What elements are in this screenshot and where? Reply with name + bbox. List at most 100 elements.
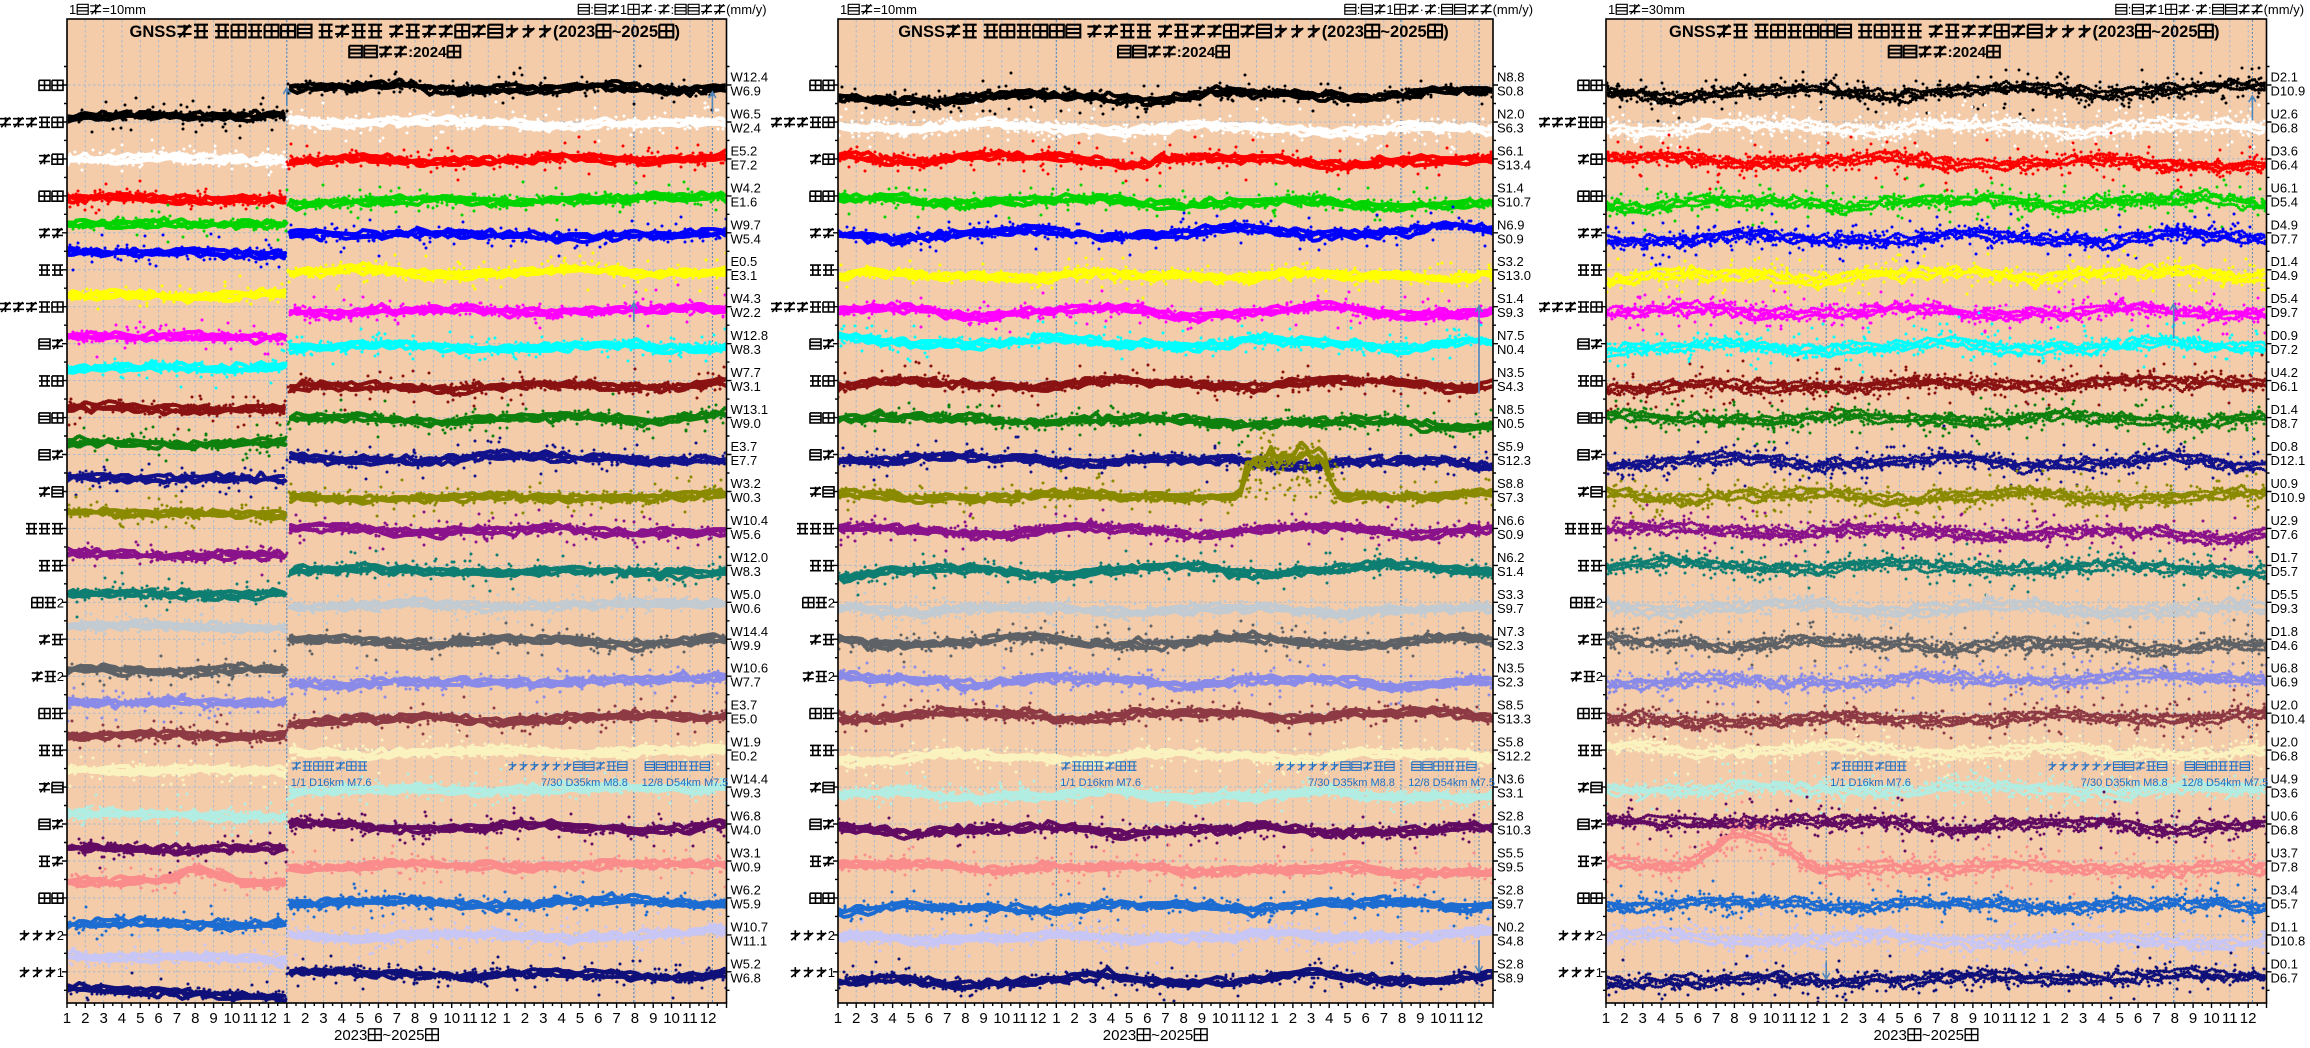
svg-text:D6.8: D6.8 (2271, 120, 2298, 135)
svg-text:11: 11 (1231, 1010, 1247, 1027)
svg-text:D1.4: D1.4 (2271, 402, 2298, 417)
svg-text:GNSS: GNSS (130, 23, 177, 41)
svg-text:U6.1: U6.1 (2271, 180, 2298, 195)
svg-text:7: 7 (2152, 1010, 2160, 1027)
svg-text:W10.6: W10.6 (731, 661, 769, 676)
svg-text:5: 5 (1675, 1010, 1683, 1027)
svg-text:7: 7 (1932, 1010, 1940, 1027)
svg-text::: : (671, 2, 675, 17)
svg-text:4: 4 (888, 1010, 896, 1027)
svg-text:N7.3: N7.3 (1497, 624, 1524, 639)
svg-text:2: 2 (1840, 1010, 1848, 1027)
svg-text:2: 2 (1070, 1010, 1078, 1027)
svg-text:2023: 2023 (1103, 1027, 1136, 1043)
svg-text:S8.8: S8.8 (1497, 476, 1524, 491)
svg-text:W5.6: W5.6 (731, 527, 761, 542)
svg-text:S13.0: S13.0 (1497, 268, 1531, 283)
svg-text:6: 6 (1694, 1010, 1702, 1027)
svg-text:W5.9: W5.9 (731, 896, 761, 911)
svg-text:D9.3: D9.3 (2271, 601, 2298, 616)
svg-text:S12.2: S12.2 (1497, 749, 1531, 764)
svg-text:7: 7 (173, 1010, 181, 1027)
svg-text:W3.2: W3.2 (731, 476, 761, 491)
svg-text:2: 2 (2061, 1010, 2069, 1027)
svg-text:2: 2 (1596, 595, 1603, 610)
svg-text:W4.3: W4.3 (731, 291, 761, 306)
svg-text:2023: 2023 (1874, 1027, 1907, 1043)
svg-text:9: 9 (209, 1010, 217, 1027)
svg-text:D6.4: D6.4 (2271, 157, 2298, 172)
svg-text:7: 7 (1161, 1010, 1169, 1027)
svg-text:1: 1 (1602, 1010, 1610, 1027)
svg-text:2: 2 (1596, 669, 1603, 684)
svg-text:=30mm: =30mm (1641, 2, 1685, 17)
svg-text:S4.8: S4.8 (1497, 933, 1524, 948)
svg-text:S13.3: S13.3 (1497, 712, 1531, 727)
svg-text:D8.7: D8.7 (2271, 416, 2298, 431)
svg-text:2: 2 (57, 595, 64, 610)
svg-text:S6.1: S6.1 (1497, 143, 1524, 158)
svg-text:U6.8: U6.8 (2271, 661, 2298, 676)
svg-text:S4.3: S4.3 (1497, 379, 1524, 394)
svg-text:N8.5: N8.5 (1497, 402, 1524, 417)
svg-text:10: 10 (443, 1010, 460, 1027)
svg-text:D6.8: D6.8 (2271, 823, 2298, 838)
svg-text:1: 1 (1052, 1010, 1060, 1027)
svg-text:N0.4: N0.4 (1497, 342, 1524, 357)
svg-text:W6.9: W6.9 (731, 84, 761, 99)
svg-text:4: 4 (1877, 1010, 1885, 1027)
svg-text:S5.8: S5.8 (1497, 735, 1524, 750)
svg-text:9: 9 (2189, 1010, 2197, 1027)
svg-text:2: 2 (1620, 1010, 1628, 1027)
svg-text:GNSS: GNSS (898, 23, 945, 41)
svg-text:10: 10 (2203, 1010, 2220, 1027)
svg-text:2: 2 (81, 1010, 89, 1027)
svg-text:S2.8: S2.8 (1497, 809, 1524, 824)
svg-text:S0.9: S0.9 (1497, 527, 1524, 542)
svg-text:E3.7: E3.7 (731, 439, 758, 454)
svg-text:S9.5: S9.5 (1497, 860, 1524, 875)
svg-text:D12.1: D12.1 (2271, 453, 2306, 468)
svg-text:12: 12 (2020, 1010, 2037, 1027)
svg-text:8: 8 (411, 1010, 419, 1027)
svg-text:1: 1 (69, 2, 76, 17)
svg-text:U6.9: U6.9 (2271, 675, 2298, 690)
svg-text:S2.3: S2.3 (1497, 638, 1524, 653)
svg-text:W10.4: W10.4 (731, 513, 769, 528)
svg-text:12: 12 (700, 1010, 717, 1027)
svg-text:): ) (675, 23, 681, 41)
svg-text::2024: :2024 (408, 44, 447, 61)
svg-text:11: 11 (1782, 1010, 1798, 1027)
svg-text:U2.6: U2.6 (2271, 107, 2298, 122)
svg-text:D6.8: D6.8 (2271, 749, 2298, 764)
svg-text:10: 10 (993, 1010, 1010, 1027)
svg-text:=10mm: =10mm (102, 2, 146, 17)
svg-text:1/1 D16km M7.6: 1/1 D16km M7.6 (1060, 777, 1141, 789)
svg-text:12: 12 (480, 1010, 497, 1027)
svg-text:N2.0: N2.0 (1497, 107, 1524, 122)
svg-text:W12.0: W12.0 (731, 550, 769, 565)
svg-text:2: 2 (852, 1010, 860, 1027)
svg-text:D5.4: D5.4 (2271, 291, 2298, 306)
svg-text:D10.9: D10.9 (2271, 490, 2306, 505)
svg-text:N7.5: N7.5 (1497, 328, 1524, 343)
svg-text:·: · (2191, 2, 2195, 17)
svg-text:S2.3: S2.3 (1497, 675, 1524, 690)
svg-text:1/1 D16km M7.6: 1/1 D16km M7.6 (1830, 777, 1911, 789)
svg-text:10: 10 (224, 1010, 241, 1027)
svg-text:8: 8 (1180, 1010, 1188, 1027)
svg-text:S9.7: S9.7 (1497, 601, 1524, 616)
svg-text:4: 4 (2097, 1010, 2105, 1027)
svg-text:N3.6: N3.6 (1497, 772, 1524, 787)
svg-text:8: 8 (191, 1010, 199, 1027)
svg-text:~2025: ~2025 (1151, 1027, 1193, 1043)
svg-text:1: 1 (1271, 1010, 1279, 1027)
svg-text:12/8 D54km M7.5: 12/8 D54km M7.5 (2182, 777, 2269, 789)
svg-text:W14.4: W14.4 (731, 772, 769, 787)
svg-text:2023: 2023 (334, 1027, 367, 1043)
svg-text:2: 2 (521, 1010, 529, 1027)
svg-text:S0.8: S0.8 (1497, 84, 1524, 99)
svg-text:W0.3: W0.3 (731, 490, 761, 505)
svg-text:(mm/y): (mm/y) (726, 2, 766, 17)
svg-text:3: 3 (1089, 1010, 1097, 1027)
